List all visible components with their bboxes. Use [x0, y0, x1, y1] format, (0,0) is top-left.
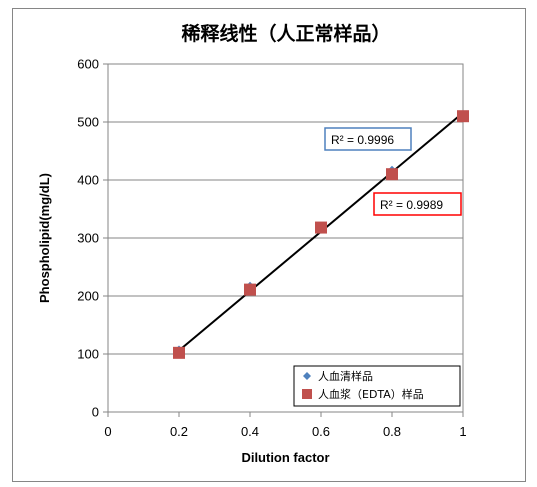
legend-label-plasma: 人血浆（EDTA）样品 [318, 387, 424, 401]
x-axis-label: Dilution factor [241, 450, 329, 465]
plasma-point [315, 221, 327, 234]
r2-label-plasma: R² = 0.9989 [380, 198, 443, 212]
x-tick-label: 0.2 [170, 424, 188, 439]
plasma-point [386, 168, 398, 181]
y-tick-label: 600 [77, 57, 99, 72]
legend-marker-serum [303, 372, 311, 380]
axis-ticks: 0 100 200 300 400 500 600 0 0.2 0.4 0.6 0.8 1 [77, 57, 466, 440]
y-tick-label: 300 [77, 231, 99, 246]
legend-label-serum: 人血清样品 [318, 369, 373, 383]
y-tick-label: 200 [77, 289, 99, 304]
data-marks [173, 110, 469, 359]
chart-title: 稀释线性（人正常样品） [181, 22, 390, 45]
x-tick-label: 0.4 [241, 424, 259, 439]
plot-area [107, 63, 464, 413]
gridlines [103, 63, 464, 417]
y-tick-label: 100 [77, 347, 99, 362]
legend-marker-plasma [302, 389, 312, 399]
r2-box-plasma-border [373, 192, 462, 216]
r2-box-plasma: R² = 0.9989 [373, 192, 462, 216]
x-tick-label: 0 [104, 424, 111, 439]
r2-box-serum-border [324, 127, 412, 151]
r2-label-serum: R² = 0.9996 [331, 133, 394, 147]
plasma-point [244, 283, 256, 296]
x-tick-label: 1 [459, 424, 466, 439]
plasma-point [173, 346, 185, 359]
y-axis-label: Phospholipid(mg/dL) [37, 173, 52, 303]
legend: 人血清样品 人血浆（EDTA）样品 [293, 365, 461, 407]
x-tick-label: 0.6 [312, 424, 330, 439]
y-tick-label: 0 [92, 405, 99, 420]
plasma-point [457, 110, 469, 123]
legend-box [293, 365, 461, 407]
y-tick-label: 400 [77, 173, 99, 188]
r2-box-serum: R² = 0.9996 [324, 127, 412, 151]
x-tick-label: 0.8 [383, 424, 401, 439]
y-tick-label: 500 [77, 115, 99, 130]
